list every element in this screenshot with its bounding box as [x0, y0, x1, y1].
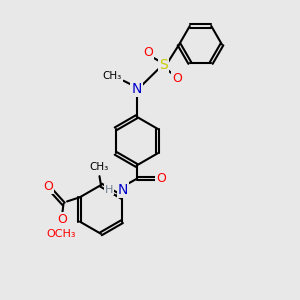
Text: CH₃: CH₃ [90, 162, 109, 172]
Text: O: O [57, 213, 67, 226]
Text: O: O [143, 46, 153, 59]
Text: S: S [159, 58, 168, 72]
Text: N: N [131, 82, 142, 96]
Text: O: O [172, 72, 182, 85]
Text: H: H [104, 185, 113, 195]
Text: O: O [43, 180, 53, 193]
Text: CH₃: CH₃ [103, 71, 122, 81]
Text: OCH₃: OCH₃ [47, 229, 76, 239]
Text: N: N [118, 183, 128, 197]
Text: O: O [156, 172, 166, 185]
